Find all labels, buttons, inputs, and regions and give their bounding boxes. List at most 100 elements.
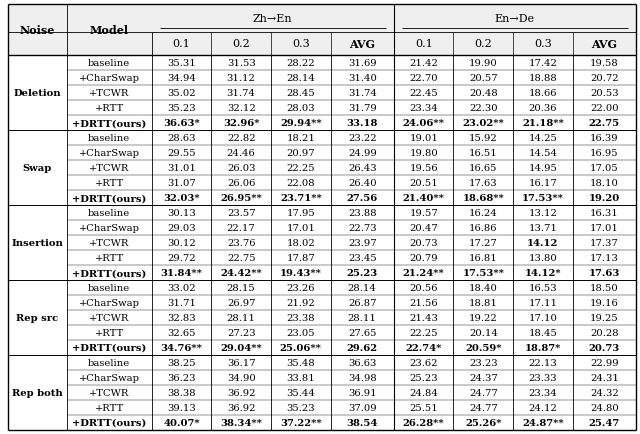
Text: 21.42: 21.42 bbox=[409, 59, 438, 68]
Text: 32.83: 32.83 bbox=[167, 313, 196, 322]
Text: +CharSwap: +CharSwap bbox=[79, 74, 140, 83]
Text: 0.2: 0.2 bbox=[474, 39, 492, 49]
Text: 17.53**: 17.53** bbox=[522, 194, 564, 203]
Text: 20.79: 20.79 bbox=[410, 253, 438, 263]
Text: 18.02: 18.02 bbox=[287, 239, 315, 247]
Text: 19.57: 19.57 bbox=[410, 209, 438, 217]
Text: 21.40**: 21.40** bbox=[403, 194, 445, 203]
Text: 23.76: 23.76 bbox=[227, 239, 255, 247]
Text: 23.88: 23.88 bbox=[348, 209, 376, 217]
Text: 17.01: 17.01 bbox=[286, 224, 316, 233]
Text: 16.95: 16.95 bbox=[590, 149, 619, 158]
Text: 0.1: 0.1 bbox=[173, 39, 191, 49]
Text: 26.97: 26.97 bbox=[227, 298, 255, 307]
Text: 36.17: 36.17 bbox=[227, 358, 255, 367]
Text: 17.13: 17.13 bbox=[590, 253, 619, 263]
Text: 16.24: 16.24 bbox=[469, 209, 498, 217]
Text: baseline: baseline bbox=[88, 59, 131, 68]
Text: 38.34**: 38.34** bbox=[220, 418, 262, 427]
Text: 32.96*: 32.96* bbox=[223, 119, 259, 128]
Text: 36.92: 36.92 bbox=[227, 403, 255, 412]
Text: 19.58: 19.58 bbox=[590, 59, 619, 68]
Text: 33.81: 33.81 bbox=[287, 373, 315, 382]
Text: 30.12: 30.12 bbox=[167, 239, 196, 247]
Text: 32.03*: 32.03* bbox=[163, 194, 200, 203]
Text: 38.38: 38.38 bbox=[167, 388, 196, 397]
Text: 20.73: 20.73 bbox=[410, 239, 438, 247]
Text: 24.80: 24.80 bbox=[590, 403, 619, 412]
Text: 18.81: 18.81 bbox=[469, 298, 498, 307]
Text: Model: Model bbox=[90, 25, 129, 36]
Text: 24.42**: 24.42** bbox=[220, 269, 262, 277]
Text: 23.97: 23.97 bbox=[348, 239, 376, 247]
Text: 21.18**: 21.18** bbox=[522, 119, 564, 128]
Text: 16.17: 16.17 bbox=[529, 179, 557, 187]
Text: 16.65: 16.65 bbox=[469, 164, 497, 173]
Text: 38.54: 38.54 bbox=[346, 418, 378, 427]
Text: 26.40: 26.40 bbox=[348, 179, 376, 187]
Text: baseline: baseline bbox=[88, 358, 131, 367]
Text: 20.59*: 20.59* bbox=[465, 343, 502, 352]
Text: 23.57: 23.57 bbox=[227, 209, 255, 217]
Text: 0.1: 0.1 bbox=[415, 39, 433, 49]
Text: 31.01: 31.01 bbox=[167, 164, 196, 173]
Text: 36.23: 36.23 bbox=[167, 373, 196, 382]
Text: 18.21: 18.21 bbox=[286, 134, 316, 143]
Text: 39.13: 39.13 bbox=[167, 403, 196, 412]
Text: baseline: baseline bbox=[88, 283, 131, 293]
Text: 25.23: 25.23 bbox=[410, 373, 438, 382]
Text: 14.12*: 14.12* bbox=[525, 269, 561, 277]
Text: 25.26*: 25.26* bbox=[465, 418, 502, 427]
Text: 34.94: 34.94 bbox=[167, 74, 196, 83]
Text: 17.95: 17.95 bbox=[287, 209, 315, 217]
Text: 21.92: 21.92 bbox=[287, 298, 315, 307]
Text: 17.37: 17.37 bbox=[590, 239, 619, 247]
Text: 16.53: 16.53 bbox=[529, 283, 557, 293]
Text: 22.99: 22.99 bbox=[590, 358, 619, 367]
Text: Insertion: Insertion bbox=[12, 239, 63, 247]
Text: 35.23: 35.23 bbox=[167, 104, 196, 113]
Text: 24.37: 24.37 bbox=[469, 373, 498, 382]
Text: 28.11: 28.11 bbox=[348, 313, 377, 322]
Text: 33.18: 33.18 bbox=[346, 119, 378, 128]
Text: 18.10: 18.10 bbox=[590, 179, 619, 187]
Text: 23.34: 23.34 bbox=[410, 104, 438, 113]
Text: 17.63: 17.63 bbox=[469, 179, 498, 187]
Text: baseline: baseline bbox=[88, 209, 131, 217]
Text: 27.65: 27.65 bbox=[348, 328, 376, 337]
Text: 38.25: 38.25 bbox=[167, 358, 196, 367]
Text: 22.08: 22.08 bbox=[287, 179, 315, 187]
Text: 14.95: 14.95 bbox=[529, 164, 557, 173]
Text: 16.81: 16.81 bbox=[469, 253, 498, 263]
Text: 25.23: 25.23 bbox=[347, 269, 378, 277]
Text: 16.51: 16.51 bbox=[469, 149, 498, 158]
Text: 26.28**: 26.28** bbox=[403, 418, 445, 427]
Text: 18.87*: 18.87* bbox=[525, 343, 561, 352]
Text: 33.02: 33.02 bbox=[167, 283, 196, 293]
Text: 17.63: 17.63 bbox=[589, 269, 620, 277]
Text: 24.87**: 24.87** bbox=[522, 418, 564, 427]
Text: +RTT: +RTT bbox=[95, 403, 124, 412]
Text: 31.69: 31.69 bbox=[348, 59, 376, 68]
Text: 29.03: 29.03 bbox=[167, 224, 196, 233]
Text: 17.11: 17.11 bbox=[529, 298, 557, 307]
Text: 23.62: 23.62 bbox=[410, 358, 438, 367]
Text: 19.22: 19.22 bbox=[469, 313, 498, 322]
Text: +DRTT(ours): +DRTT(ours) bbox=[72, 194, 147, 203]
Text: 28.63: 28.63 bbox=[167, 134, 196, 143]
Text: 31.07: 31.07 bbox=[167, 179, 196, 187]
Text: 19.25: 19.25 bbox=[590, 313, 619, 322]
Text: 20.51: 20.51 bbox=[410, 179, 438, 187]
Text: 19.43**: 19.43** bbox=[280, 269, 322, 277]
Text: 19.56: 19.56 bbox=[410, 164, 438, 173]
Text: 28.15: 28.15 bbox=[227, 283, 255, 293]
Text: 28.14: 28.14 bbox=[348, 283, 377, 293]
Text: +RTT: +RTT bbox=[95, 104, 124, 113]
Text: 20.14: 20.14 bbox=[469, 328, 498, 337]
Text: 23.38: 23.38 bbox=[287, 313, 315, 322]
Text: 20.73: 20.73 bbox=[589, 343, 620, 352]
Text: 28.14: 28.14 bbox=[286, 74, 316, 83]
Text: +RTT: +RTT bbox=[95, 253, 124, 263]
Text: 31.40: 31.40 bbox=[348, 74, 377, 83]
Text: 20.28: 20.28 bbox=[590, 328, 619, 337]
